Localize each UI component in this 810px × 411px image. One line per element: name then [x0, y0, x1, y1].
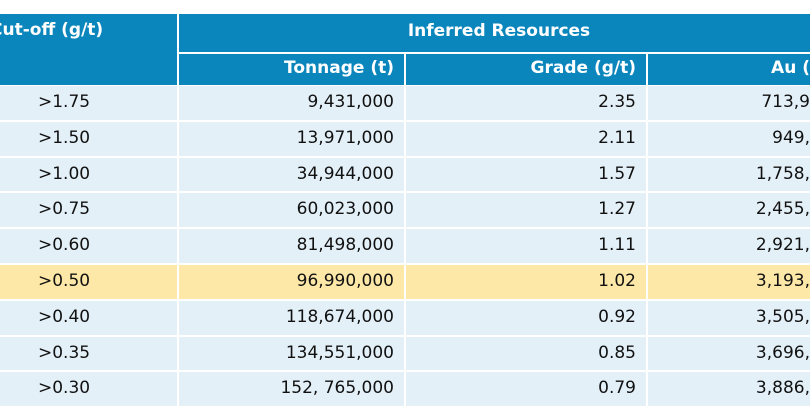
tonnage-cell: 152, 765,000 [179, 372, 404, 407]
tonnage-cell: 81,498,000 [179, 229, 404, 263]
tonnage-cell: 60,023,000 [179, 193, 404, 228]
au-cell: 3,505, [648, 300, 810, 335]
grade-cell: 0.79 [406, 372, 646, 407]
grade-cell: 1.57 [406, 157, 646, 192]
grade-cell: 0.92 [406, 300, 646, 335]
au-cell: 1,758, [648, 157, 810, 192]
header-grade: Grade (g/t) [406, 54, 646, 85]
au-cell: 3,696, [648, 336, 810, 371]
grade-cell: 1.02 [406, 265, 646, 299]
tonnage-cell: 9,431,000 [179, 86, 404, 120]
cutoff-cell: >1.50 [0, 121, 177, 156]
cutoff-cell: >0.35 [0, 336, 177, 371]
header-tonnage: Tonnage (t) [179, 54, 404, 85]
tonnage-cell: 134,551,000 [179, 336, 404, 371]
cutoff-cell: >0.60 [0, 229, 177, 263]
grade-cell: 0.85 [406, 336, 646, 371]
au-cell: 3,886, [648, 372, 810, 407]
grade-cell: 1.27 [406, 193, 646, 228]
cutoff-cell: >0.75 [0, 193, 177, 228]
tonnage-cell: 118,674,000 [179, 300, 404, 335]
grade-cell: 2.35 [406, 86, 646, 120]
au-cell: 713,9 [648, 86, 810, 120]
header-au: Au ( [648, 54, 810, 85]
cutoff-cell: >1.75 [0, 86, 177, 120]
cutoff-cell: >1.00 [0, 157, 177, 192]
au-cell: 3,193, [648, 265, 810, 299]
header-cutoff: Cut-off (g/t) [0, 14, 177, 85]
au-cell: 949, [648, 121, 810, 156]
cutoff-cell: >0.50 [0, 265, 177, 299]
tonnage-cell: 13,971,000 [179, 121, 404, 156]
tonnage-cell: 34,944,000 [179, 157, 404, 192]
au-cell: 2,455, [648, 193, 810, 228]
grade-cell: 2.11 [406, 121, 646, 156]
cutoff-cell: >0.40 [0, 300, 177, 335]
grade-cell: 1.11 [406, 229, 646, 263]
header-group: Inferred Resources [179, 14, 810, 52]
au-cell: 2,921, [648, 229, 810, 263]
cutoff-cell: >0.30 [0, 372, 177, 407]
tonnage-cell: 96,990,000 [179, 265, 404, 299]
